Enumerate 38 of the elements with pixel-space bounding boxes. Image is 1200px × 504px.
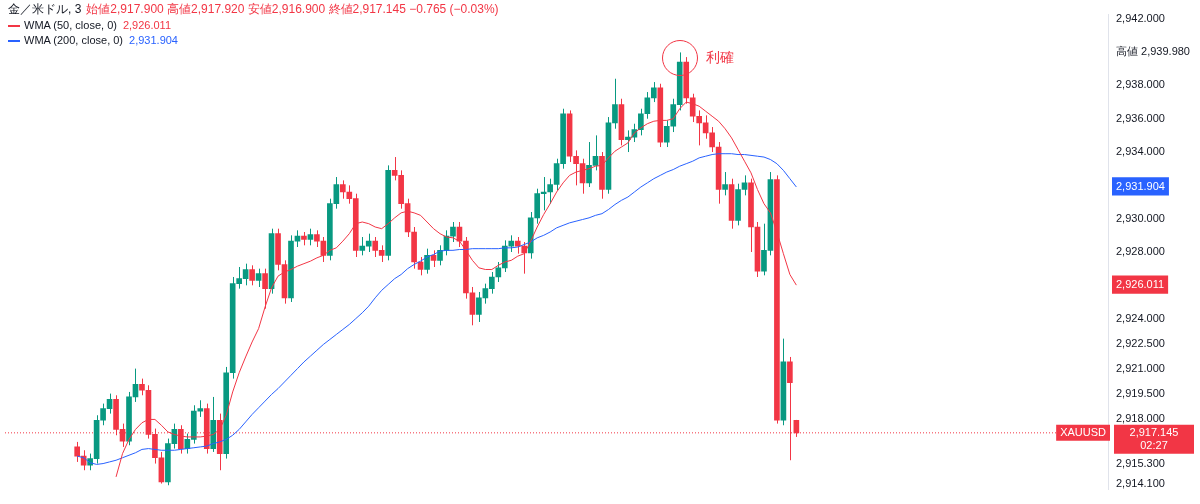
text: 2,931.904 [129,34,178,46]
y-tick-label: 2,930.000 [1116,211,1165,224]
ref-line-label: XAUUSD [1060,425,1107,438]
text: 02:27 [1140,438,1168,451]
legend-label: WMA (50, close, 0) [24,19,117,31]
annotation: 利確 [705,49,734,66]
chart-subtitle: 始値2,917.900 高値2,917.920 安値2,916.900 終値2,917.145 −0.765 (−0.03%) [86,2,499,16]
candlestick [650,81,657,103]
y-tick-label: 高値 2,939.980 [1116,45,1190,58]
y-tick-label: 2,922.500 [1116,336,1165,349]
candlestick [255,268,262,288]
y-tick-label: 2,918.000 [1116,411,1165,424]
y-tick-label: 2,936.000 [1116,111,1165,124]
y-tick-label: 2,926.011 [1116,278,1165,291]
y-tick-label: 2,931.904 [1116,179,1165,192]
y-tick-label: 2,919.500 [1116,386,1165,399]
candlestick [709,126,715,153]
candlestick [74,441,81,463]
candlestick [262,268,268,310]
text: 2,926.011 [122,19,172,31]
y-tick-label: 2,934.000 [1116,145,1165,158]
candlestick [722,171,728,196]
chart-title: 金／米ドル, 3 [8,2,82,16]
text: 2,917.145 [1129,425,1179,438]
y-tick-label: 2,938.000 [1116,78,1165,91]
y-tick-label: 2,942.000 [1116,11,1165,24]
y-tick-label: 2,915.300 [1116,456,1165,469]
candlestick [424,248,430,275]
candlestick [249,264,255,286]
candlestick [612,78,618,130]
legend-label: WMA (200, close, 0) [24,34,124,46]
y-tick-label: 2,921.000 [1116,361,1165,374]
candlestick [359,236,366,256]
y-tick-label: 2,924.000 [1116,311,1165,324]
y-tick-label: 2,914.100 [1116,476,1165,489]
candlestick [339,179,346,200]
y-tick-label: 2,928.000 [1116,245,1165,258]
candlestick [365,233,372,253]
